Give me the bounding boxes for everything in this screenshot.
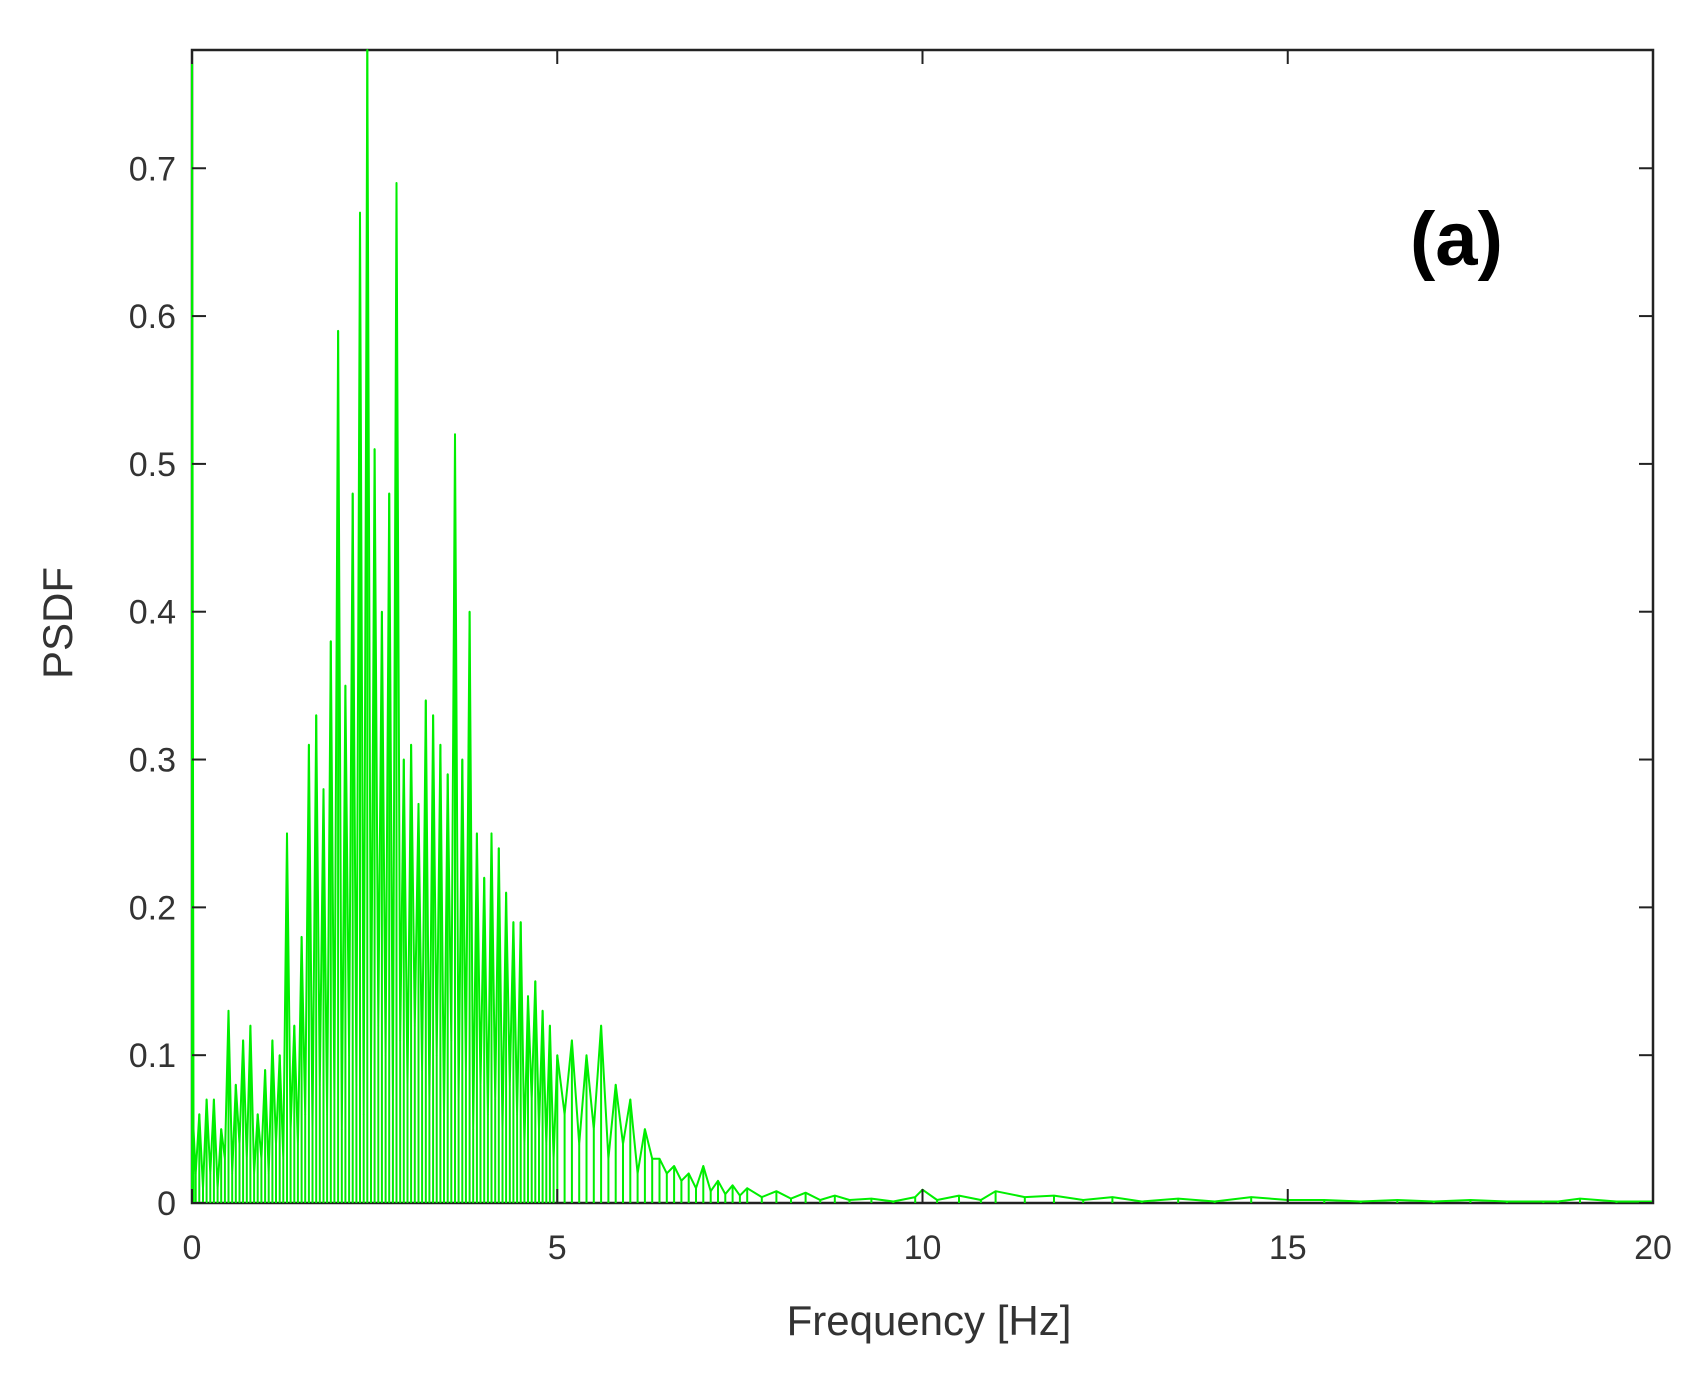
y-tick-label-2: 0.2 <box>129 889 176 927</box>
y-tick-label-4: 0.4 <box>129 594 176 632</box>
ticks-layer: 0 5 10 15 20 0 0.1 0.2 0.3 0.4 0.5 0.6 0.7 <box>129 50 1672 1267</box>
series-layer <box>191 49 1654 1203</box>
y-tick-label-3: 0.3 <box>129 742 176 780</box>
panel-label: (a) <box>1410 197 1503 282</box>
y-tick-label-5: 0.5 <box>129 446 176 484</box>
y-axis-label: PSDF <box>34 567 81 679</box>
y-tick-label-0: 0 <box>157 1185 176 1223</box>
y-tick-label-6: 0.6 <box>129 298 176 336</box>
x-tick-label-2: 10 <box>904 1229 942 1267</box>
y-tick-label-7: 0.7 <box>129 150 176 188</box>
x-tick-label-3: 15 <box>1269 1229 1307 1267</box>
x-tick-label-1: 5 <box>548 1229 567 1267</box>
y-tick-label-1: 0.1 <box>129 1037 176 1075</box>
x-tick-label-0: 0 <box>183 1229 202 1267</box>
x-axis-label: Frequency [Hz] <box>787 1297 1072 1344</box>
x-tick-label-4: 20 <box>1634 1229 1672 1267</box>
